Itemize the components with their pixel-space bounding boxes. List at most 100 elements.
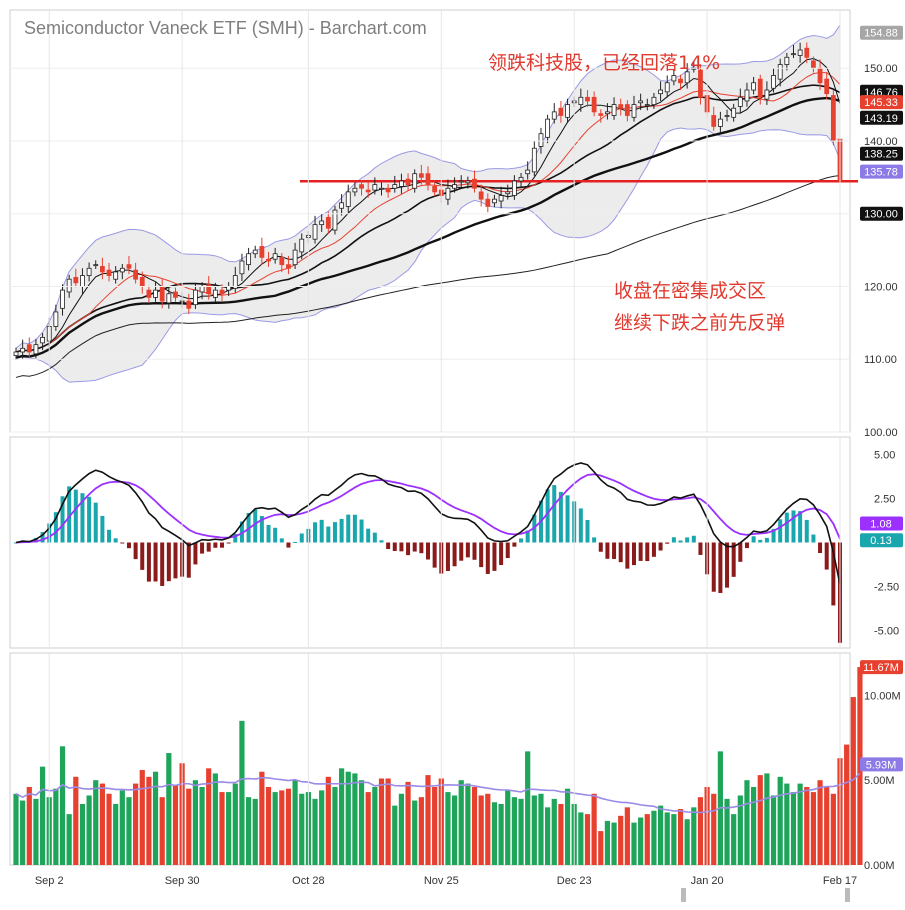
- candle-body: [272, 253, 278, 260]
- candle-body: [531, 147, 537, 173]
- candle-body: [405, 178, 411, 186]
- macd-histogram-bar: [824, 542, 829, 570]
- volume-bar: [59, 746, 66, 865]
- price-tick-label: 150.00: [864, 63, 898, 75]
- macd-histogram-bar: [352, 514, 357, 543]
- annotation-top: 领跌科技股，已经回落14%: [488, 52, 721, 74]
- volume-bar: [26, 786, 32, 865]
- candle-body: [797, 49, 803, 56]
- volume-bar: [119, 790, 125, 865]
- candle-body: [585, 96, 590, 102]
- volume-bar: [272, 792, 278, 865]
- macd-histogram-bar: [512, 542, 517, 547]
- candle-body: [379, 187, 384, 190]
- candle-body: [791, 53, 796, 56]
- volume-tick-label: 10.00M: [864, 690, 901, 702]
- candle-body: [418, 173, 424, 178]
- macd-histogram-bar: [426, 542, 430, 560]
- macd-histogram-bar: [465, 542, 470, 558]
- candle-body: [173, 291, 178, 298]
- macd-histogram-bar: [831, 542, 836, 606]
- scroll-handle-right: [845, 888, 850, 902]
- bollinger-upper: [15, 24, 841, 349]
- candle-body: [605, 111, 610, 115]
- volume-bar: [751, 786, 757, 865]
- volume-bar: [219, 792, 225, 865]
- candle-body: [13, 351, 19, 357]
- volume-bar: [598, 831, 604, 865]
- macd-histogram-bar: [685, 537, 690, 543]
- macd-histogram-bar: [625, 542, 630, 569]
- macd-histogram-bar: [313, 522, 318, 543]
- volume-bar: [657, 805, 664, 865]
- volume-bar: [159, 797, 165, 865]
- chart-title: Semiconductor Vaneck ETF (SMH) - Barchar…: [24, 18, 427, 38]
- macd-histogram-bar: [60, 496, 65, 543]
- candle-body: [664, 82, 670, 93]
- volume-bar: [505, 790, 511, 865]
- candle-body: [525, 169, 531, 175]
- macd-histogram-bar: [120, 542, 125, 544]
- volume-bar: [405, 781, 411, 865]
- candle-body: [153, 289, 158, 298]
- volume-bar: [578, 812, 584, 865]
- price-pane: [13, 24, 858, 383]
- ma-long: [15, 174, 841, 378]
- scroll-handle-left: [681, 888, 686, 902]
- macd-histogram-bar: [432, 542, 437, 568]
- volume-bar: [511, 797, 517, 865]
- candle-body: [86, 267, 92, 276]
- candle-body: [119, 267, 125, 273]
- macd-histogram-bar: [665, 542, 670, 544]
- volume-bar: [844, 744, 850, 865]
- volume-bar: [691, 807, 697, 865]
- volume-bar: [212, 773, 218, 865]
- candle-body: [811, 60, 816, 69]
- volume-bar: [824, 786, 830, 865]
- candle-body: [598, 113, 604, 116]
- macd-histogram-bar: [472, 542, 477, 560]
- candle-body: [193, 289, 198, 306]
- volume-bar: [631, 822, 637, 865]
- candle-body: [432, 186, 438, 193]
- macd-histogram-bar: [319, 519, 324, 543]
- bollinger-lower: [15, 127, 841, 383]
- candle-body: [624, 104, 630, 116]
- macd-histogram-bar: [791, 510, 796, 543]
- macd-histogram-bar: [200, 542, 205, 554]
- volume-bar: [166, 753, 172, 865]
- macd-histogram-bar: [206, 542, 211, 552]
- volume-bar: [239, 720, 245, 865]
- candle-body: [558, 107, 564, 116]
- price-tag: 138.25: [864, 149, 898, 161]
- volume-tag-bg: [860, 757, 903, 772]
- volume-bar: [697, 797, 704, 865]
- macd-tag-bg: [860, 516, 903, 531]
- macd-histogram-bar: [166, 542, 171, 582]
- macd-histogram-bar: [213, 542, 218, 548]
- candle-body: [724, 115, 730, 117]
- macd-histogram-bar: [379, 540, 384, 543]
- candle-body: [133, 269, 139, 280]
- candle-body: [638, 100, 644, 104]
- macd-histogram-bar: [645, 542, 650, 562]
- macd-histogram-bar: [266, 524, 271, 543]
- volume-bar: [432, 786, 438, 865]
- candle-body: [325, 216, 331, 229]
- candle-body: [698, 69, 703, 98]
- volume-bar: [724, 798, 730, 865]
- volume-bar: [378, 778, 385, 865]
- volume-bar: [206, 768, 212, 865]
- macd-histogram-bar: [784, 512, 789, 543]
- macd-histogram-bar: [193, 542, 198, 565]
- macd-histogram-bar: [718, 542, 723, 593]
- volume-bar: [245, 797, 252, 865]
- volume-bar: [777, 776, 783, 865]
- candle-body: [359, 184, 364, 189]
- candle-body: [737, 96, 743, 107]
- candle-body: [492, 198, 497, 204]
- macd-histogram-bar: [406, 542, 411, 556]
- candle-body: [744, 89, 750, 102]
- macd-histogram-bar: [818, 542, 823, 554]
